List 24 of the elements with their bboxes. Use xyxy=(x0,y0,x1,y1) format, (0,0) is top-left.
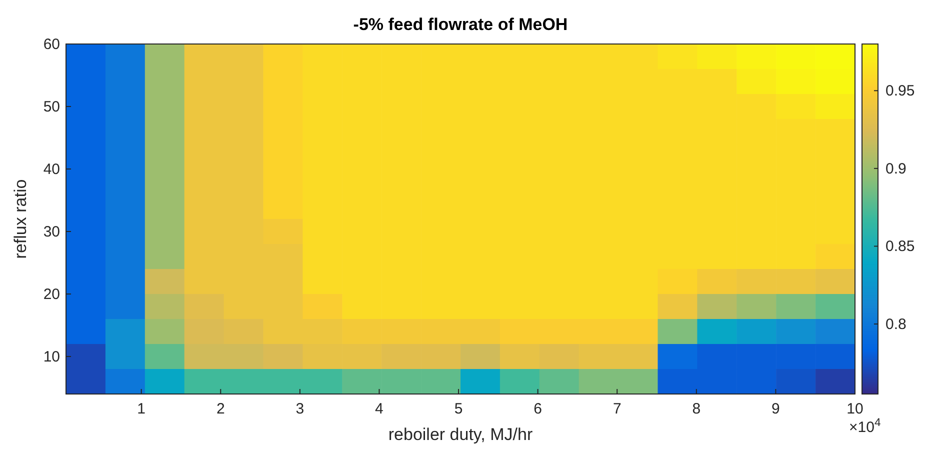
y-tick-label: 50 xyxy=(43,98,60,116)
x-tick-label: 9 xyxy=(772,400,780,418)
x-tick-label: 3 xyxy=(296,400,304,418)
y-tick-label: 60 xyxy=(43,36,60,53)
x-tick-label: 8 xyxy=(692,400,701,418)
x-tick-label: 10 xyxy=(846,400,864,418)
y-tick-label: 10 xyxy=(43,348,60,366)
x-tick-label: 4 xyxy=(375,400,384,418)
x-tick-label: 5 xyxy=(454,400,463,418)
x-tick-label: 2 xyxy=(216,400,225,418)
color-bar-label: 0.85 xyxy=(886,238,915,256)
color-bar-label: 0.8 xyxy=(886,316,906,333)
y-tick-label: 30 xyxy=(43,223,60,240)
x-tick-label: 7 xyxy=(612,400,622,418)
y-tick-label: 20 xyxy=(43,286,60,303)
text: ×10$^{4}$ xyxy=(849,417,881,436)
color-bar-label: 0.9 xyxy=(886,160,906,178)
x-tick-label: 6 xyxy=(534,400,542,418)
y-tick-label: 40 xyxy=(43,160,60,178)
color-bar-label: 0.95 xyxy=(886,82,915,100)
chart-title: -5% feed flowrate of MeOH xyxy=(353,15,568,34)
y-axis-title: reflux ratio xyxy=(11,179,30,259)
x-axis-title: reboiler duty, MJ/hr xyxy=(388,425,533,444)
x-tick-label: 1 xyxy=(137,400,146,418)
